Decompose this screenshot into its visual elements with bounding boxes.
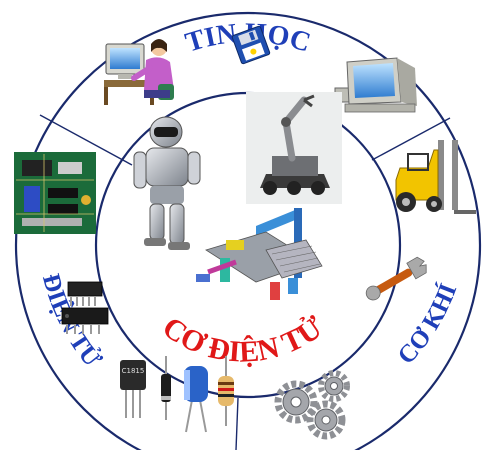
ic-chip-icon (61, 281, 109, 334)
forklift-icon (395, 140, 476, 214)
humanoid-robot-icon (133, 116, 201, 250)
robot-arm-vehicle-icon (246, 92, 342, 204)
outer-ring (14, 11, 482, 450)
transistor-marking: C1815 (122, 367, 145, 375)
circuit-board-icon (14, 152, 96, 234)
gears-icon (274, 370, 350, 440)
computer-user-icon (104, 39, 174, 105)
floppy-disk-icon (231, 25, 271, 65)
desktop-computer-icon (334, 57, 417, 113)
electronic-components-icon: C1815 (120, 356, 234, 433)
label-co-dien-tu: CƠ ĐIỆN TỬ (156, 310, 329, 368)
segment-dividers (39, 114, 451, 450)
wrench-icon (365, 256, 427, 301)
cnc-machine-icon (196, 208, 323, 300)
